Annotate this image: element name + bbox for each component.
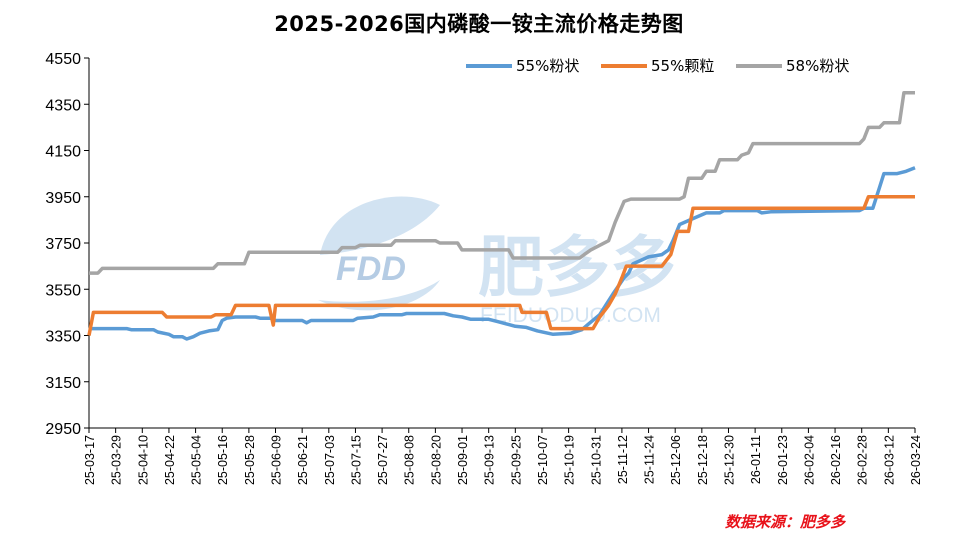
x-tick-label: 25-06-09 xyxy=(270,435,284,485)
y-tick-label: 4150 xyxy=(45,144,81,161)
watermark-logo: FDD xyxy=(336,250,406,288)
x-tick-label: 25-10-31 xyxy=(589,435,603,485)
y-tick-label: 3950 xyxy=(45,190,81,207)
chart-title: 2025-2026国内磷酸一铵主流价格走势图 xyxy=(274,12,684,36)
legend-label-3: 58%粉状 xyxy=(786,57,849,75)
x-tick-label: 25-03-29 xyxy=(110,435,124,485)
axes: 2950 3150 3350 3550 3750 3950 4150 4350 4550 25-0… xyxy=(45,51,923,485)
x-tick-label: 26-01-11 xyxy=(749,435,763,484)
x-tick-label: 25-05-28 xyxy=(243,435,257,485)
series-layer xyxy=(87,90,916,341)
x-tick-label: 25-05-16 xyxy=(216,435,230,485)
x-tick-label: 25-09-01 xyxy=(456,435,470,485)
x-tick-label: 25-10-19 xyxy=(563,435,577,485)
x-tick-label: 25-09-13 xyxy=(483,435,497,485)
legend-label-1: 55%粉状 xyxy=(516,57,579,75)
y-tick-label: 3150 xyxy=(45,375,81,392)
y-tick-label: 3750 xyxy=(45,236,81,253)
x-tick-label: 25-10-07 xyxy=(536,435,550,485)
y-tick-label: 4350 xyxy=(45,97,81,114)
x-tick-label: 25-07-15 xyxy=(349,435,363,485)
series-line-1 xyxy=(89,166,916,341)
x-tick-label: 25-05-04 xyxy=(190,435,204,485)
x-tick-label: 25-08-20 xyxy=(429,435,443,485)
x-tick-label: 25-11-12 xyxy=(616,435,630,484)
x-tick-label: 26-02-28 xyxy=(856,435,870,485)
x-tick-label: 25-07-03 xyxy=(323,435,337,485)
x-tick-label: 25-11-24 xyxy=(643,435,657,484)
x-tick-label: 26-03-12 xyxy=(882,435,896,485)
watermark-swoosh-icon xyxy=(318,280,440,311)
x-tick-label: 26-02-16 xyxy=(829,435,843,485)
y-tick-label: 2950 xyxy=(45,421,81,438)
x-tick-label: 25-08-08 xyxy=(403,435,417,485)
watermark-url: FEIDUODUO.COM xyxy=(480,304,661,327)
x-tick-label: 25-12-18 xyxy=(696,435,710,485)
series-line-2 xyxy=(87,195,915,336)
watermark: FDD 肥多多 FEIDUODUO.COM xyxy=(318,196,676,327)
x-tick-label: 26-01-23 xyxy=(776,435,790,485)
y-tick-label: 3550 xyxy=(45,282,81,299)
legend: 55%粉状 55%颗粒 58%粉状 xyxy=(466,57,849,75)
watermark-leaf-icon xyxy=(320,196,440,255)
x-tick-label: 25-03-17 xyxy=(83,435,97,485)
y-tick-label: 4550 xyxy=(45,51,81,68)
x-tick-label: 25-09-25 xyxy=(509,435,523,485)
x-tick-label: 25-04-22 xyxy=(163,435,177,485)
x-tick-label: 25-12-30 xyxy=(722,435,736,485)
x-tick-label: 25-06-21 xyxy=(296,435,310,485)
x-tick-label: 26-02-04 xyxy=(802,435,816,485)
y-tick-label: 3350 xyxy=(45,329,81,346)
series-line-3 xyxy=(89,90,915,275)
x-tick-label: 25-04-10 xyxy=(136,435,150,485)
x-tick-label: 25-12-06 xyxy=(669,435,683,485)
source-note: 数据来源：肥多多 xyxy=(725,513,846,531)
x-tick-label: 25-07-27 xyxy=(376,435,390,485)
x-tick-label: 26-03-24 xyxy=(909,435,923,485)
legend-label-2: 55%颗粒 xyxy=(651,57,714,75)
